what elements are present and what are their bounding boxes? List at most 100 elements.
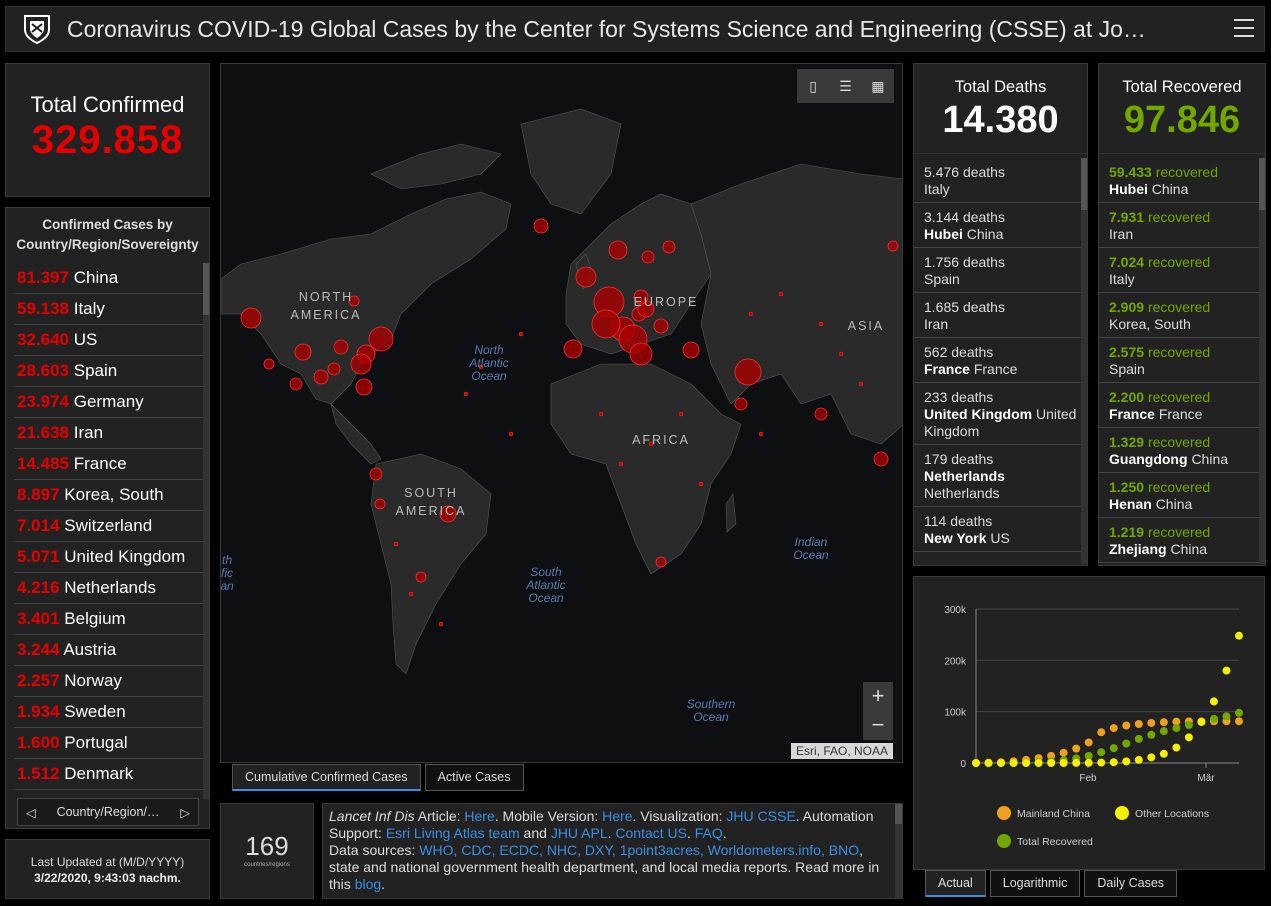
jhu-apl-link[interactable]: JHU APL [550, 825, 608, 841]
total-deaths-label: Total Deaths [954, 78, 1047, 96]
list-item[interactable]: 2.909 recovered Korea, South [1099, 293, 1265, 338]
zoom-out-button[interactable]: − [871, 712, 885, 737]
country-name: Iran [1109, 226, 1134, 242]
data-point-total-recovered [1147, 730, 1156, 739]
data-point-total-recovered [1122, 739, 1131, 748]
country-name: Denmark [64, 764, 134, 783]
data-point-other-locations [1009, 759, 1018, 767]
data-point-other-locations [1022, 759, 1031, 767]
list-item[interactable]: 1.756 deaths Spain [914, 248, 1087, 293]
menu-icon[interactable] [1234, 19, 1254, 37]
list-item[interactable]: 1.600 Portugal [14, 728, 208, 759]
article-link[interactable]: Here [464, 808, 495, 824]
list-item[interactable]: 2.575 recovered Spain [1099, 338, 1265, 383]
region-name: Henan [1109, 496, 1152, 512]
list-item[interactable]: 179 deaths Netherlands Netherlands [914, 445, 1087, 507]
recovered-count: 59.433 [1109, 164, 1152, 180]
recovered-list[interactable]: 59.433 recovered Hubei China 7.931 recover… [1099, 158, 1265, 564]
list-item[interactable]: 1.685 deaths Iran [914, 293, 1087, 338]
list-item[interactable]: 233 deaths United Kingdom United Kingdom [914, 383, 1087, 445]
list-item[interactable]: 114 deaths New York US [914, 507, 1087, 552]
continent-label-north-america: NORTH AMERICA [290, 290, 362, 322]
list-item[interactable]: 28.603 Spain [14, 356, 208, 387]
list-item[interactable]: 1.250 recovered Henan China [1099, 473, 1265, 518]
list-item[interactable]: 1.219 recovered Zhejiang China [1099, 518, 1265, 563]
basemap-gallery-icon[interactable]: ▦ [871, 78, 885, 94]
country-name: Sweden [64, 702, 126, 721]
blog-link[interactable]: blog [354, 876, 382, 892]
list-item[interactable]: 59.433 recovered Hubei China [1099, 158, 1265, 203]
list-item[interactable]: 8.897 Korea, South [14, 480, 208, 511]
list-item[interactable]: 3.401 Belgium [14, 604, 208, 635]
world-map[interactable]: ▯ ☰ ▦ + − Esri, FAO, NOAA North Atlantic… [220, 63, 903, 763]
list-item[interactable]: 7.014 Switzerland [14, 511, 208, 542]
deaths-scrollbar[interactable] [1081, 158, 1087, 564]
data-point-total-recovered [1222, 712, 1231, 721]
deaths-list[interactable]: 5.476 deaths Italy 3.144 deaths Hubei Chin… [914, 158, 1087, 564]
sources-text: Lancet Inf Dis Article: Here. Mobile Ver… [329, 808, 887, 893]
tab-active-cases[interactable]: Active Cases [424, 764, 524, 791]
confirmed-count: 14.485 [17, 454, 69, 473]
recovered-unit: recovered [1147, 389, 1211, 405]
country-list-panel: Confirmed Cases by Country/Region/Sovere… [5, 207, 210, 829]
list-item[interactable]: 4.216 Netherlands [14, 573, 208, 604]
list-item[interactable]: 5.476 deaths Italy [914, 158, 1087, 203]
data-point-total-recovered [1109, 744, 1118, 753]
tab-daily-cases[interactable]: Daily Cases [1084, 870, 1178, 897]
list-item[interactable]: 562 deaths France France [914, 338, 1087, 383]
jhu-csse-link[interactable]: JHU CSSE [726, 808, 796, 824]
country-name: France [73, 454, 127, 473]
data-point-mainland-china [1059, 748, 1068, 757]
country-name: Spain [73, 361, 118, 380]
bookmark-icon[interactable]: ▯ [809, 78, 818, 94]
tab-cumulative-confirmed[interactable]: Cumulative Confirmed Cases [232, 764, 421, 791]
country-list[interactable]: 81.397 China 59.138 Italy 32.640 US 28.603 … [14, 263, 208, 805]
mobile-link[interactable]: Here [602, 808, 633, 824]
list-item[interactable]: 1.512 Denmark [14, 759, 208, 790]
country-name: China [1151, 181, 1189, 197]
x-tick-label: Mär [1197, 773, 1215, 784]
pager-prev-icon[interactable]: ◁ [26, 805, 36, 820]
death-unit: deaths [962, 209, 1005, 225]
tab-actual[interactable]: Actual [925, 870, 986, 897]
list-item[interactable]: 21.638 Iran [14, 418, 208, 449]
list-item[interactable]: 2.257 Norway [14, 666, 208, 697]
country-name: Italy [924, 181, 950, 197]
list-item[interactable]: 81.397 China [14, 263, 208, 294]
list-item[interactable]: 59.138 Italy [14, 294, 208, 325]
country-list-scrollbar[interactable] [203, 263, 209, 799]
data-point-mainland-china [1122, 721, 1131, 730]
list-item[interactable]: 5.071 United Kingdom [14, 542, 208, 573]
data-point-other-locations [1197, 717, 1206, 726]
pager-next-icon[interactable]: ▷ [180, 805, 190, 820]
contact-link[interactable]: Contact US [615, 825, 687, 841]
list-item[interactable]: 1.934 Sweden [14, 697, 208, 728]
data-point-mainland-china [1072, 744, 1081, 753]
confirmed-count: 7.014 [17, 516, 60, 535]
list-item[interactable]: 7.024 recovered Italy [1099, 248, 1265, 293]
list-item[interactable]: 14.485 France [14, 449, 208, 480]
recovered-scrollbar[interactable] [1259, 158, 1265, 564]
list-item[interactable]: 2.200 recovered France France [1099, 383, 1265, 428]
zoom-control: + − [863, 682, 893, 740]
list-item[interactable]: 7.931 recovered Iran [1099, 203, 1265, 248]
zoom-in-button[interactable]: + [871, 683, 885, 708]
country-name: Netherlands [64, 578, 156, 597]
data-point-other-locations [1134, 755, 1143, 764]
esri-link[interactable]: Esri Living Atlas team [385, 825, 520, 841]
list-item[interactable]: 1.329 recovered Guangdong China [1099, 428, 1265, 473]
country-name: Italy [1109, 271, 1135, 287]
legend-label: Total Recovered [1017, 836, 1093, 848]
faq-link[interactable]: FAQ [694, 825, 723, 841]
list-item[interactable]: 32.640 US [14, 325, 208, 356]
tab-logarithmic[interactable]: Logarithmic [989, 870, 1081, 897]
sources-scrollbar[interactable] [895, 804, 902, 898]
data-point-other-locations [1159, 749, 1168, 758]
ocean-label-pacific-edge: th fic an [220, 554, 234, 593]
legend-list-icon[interactable]: ☰ [839, 78, 852, 94]
total-recovered-value: 97.846 [1123, 99, 1241, 141]
list-item[interactable]: 3.144 deaths Hubei China [914, 203, 1087, 248]
data-source-links[interactable]: WHO, CDC, ECDC, NHC, DXY, 1point3acres, … [419, 842, 860, 858]
list-item[interactable]: 23.974 Germany [14, 387, 208, 418]
list-item[interactable]: 3.244 Austria [14, 635, 208, 666]
